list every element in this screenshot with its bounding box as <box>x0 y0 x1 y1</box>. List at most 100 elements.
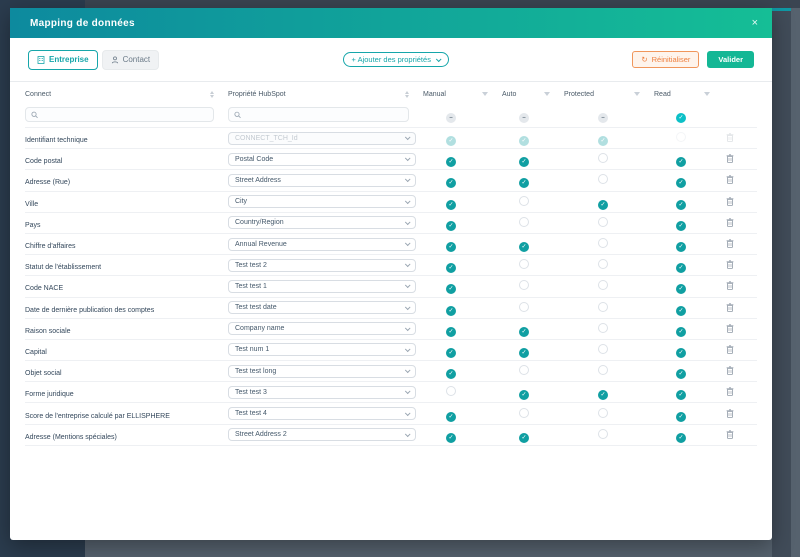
protected-checkbox[interactable] <box>598 301 608 312</box>
hubspot-property-select[interactable]: Test test long <box>228 364 416 378</box>
hubspot-property-select[interactable]: Test test 1 <box>228 279 416 293</box>
manual-checkbox[interactable] <box>446 263 456 274</box>
manual-checkbox[interactable] <box>446 220 456 231</box>
read-checkbox[interactable] <box>676 178 686 189</box>
filter-funnel-icon[interactable] <box>544 92 550 96</box>
reset-button[interactable]: ↻ Réinitialiser <box>632 51 700 68</box>
auto-checkbox[interactable] <box>519 136 529 147</box>
read-checkbox[interactable] <box>676 242 686 253</box>
auto-checkbox[interactable] <box>519 301 529 312</box>
filter-funnel-icon[interactable] <box>704 92 710 96</box>
protected-checkbox[interactable] <box>598 259 608 270</box>
auto-checkbox[interactable] <box>519 242 529 253</box>
connect-search-input[interactable] <box>42 111 208 118</box>
auto-checkbox[interactable] <box>519 432 529 443</box>
trash-icon[interactable] <box>726 260 734 270</box>
hubspot-property-select[interactable]: Annual Revenue <box>228 237 416 251</box>
tab-contact[interactable]: Contact <box>101 49 160 70</box>
hubspot-property-select[interactable]: Country/Region <box>228 216 416 230</box>
trash-icon[interactable] <box>726 239 734 248</box>
auto-checkbox[interactable] <box>519 178 529 189</box>
manual-checkbox[interactable] <box>446 347 456 358</box>
auto-checkbox[interactable] <box>519 326 529 337</box>
manual-checkbox[interactable] <box>446 284 456 295</box>
read-checkbox[interactable] <box>676 263 686 274</box>
close-icon[interactable]: × <box>751 16 758 29</box>
manual-checkbox[interactable] <box>446 157 456 168</box>
protected-checkbox[interactable] <box>598 199 608 210</box>
protected-checkbox[interactable] <box>598 407 608 418</box>
auto-select-all-checkbox[interactable] <box>519 112 529 123</box>
manual-checkbox[interactable] <box>446 411 456 422</box>
filter-funnel-icon[interactable] <box>634 92 640 96</box>
hubspot-property-select[interactable]: Company name <box>228 322 416 336</box>
read-checkbox[interactable] <box>676 284 686 295</box>
trash-icon[interactable] <box>726 366 734 375</box>
manual-checkbox[interactable] <box>446 432 456 443</box>
hubspot-property-select[interactable]: Street Address 2 <box>228 428 416 442</box>
manual-checkbox[interactable] <box>446 369 456 380</box>
protected-select-all-checkbox[interactable] <box>598 112 608 123</box>
read-checkbox[interactable] <box>676 347 686 358</box>
protected-checkbox[interactable] <box>598 136 608 147</box>
read-checkbox[interactable] <box>676 305 686 316</box>
trash-icon[interactable] <box>726 133 734 142</box>
manual-select-all-checkbox[interactable] <box>446 112 456 123</box>
read-checkbox[interactable] <box>676 220 686 231</box>
manual-checkbox[interactable] <box>446 326 456 337</box>
filter-funnel-icon[interactable] <box>482 92 488 96</box>
protected-checkbox[interactable] <box>598 365 608 376</box>
auto-checkbox[interactable] <box>519 280 529 291</box>
trash-icon[interactable] <box>726 430 734 439</box>
sort-icon[interactable] <box>210 90 214 98</box>
hubspot-property-select[interactable]: Street Address <box>228 173 416 187</box>
validate-button[interactable]: Valider <box>707 51 754 68</box>
auto-checkbox[interactable] <box>519 157 529 168</box>
protected-checkbox[interactable] <box>598 153 608 164</box>
read-checkbox[interactable] <box>676 390 686 401</box>
protected-checkbox[interactable] <box>598 390 608 401</box>
trash-icon[interactable] <box>726 408 734 418</box>
manual-checkbox[interactable] <box>446 386 456 397</box>
read-checkbox[interactable] <box>676 411 686 422</box>
auto-checkbox[interactable] <box>519 195 529 206</box>
sort-icon[interactable] <box>405 90 409 98</box>
read-checkbox[interactable] <box>676 326 686 337</box>
hubspot-property-select[interactable]: City <box>228 195 416 209</box>
add-properties-dropdown[interactable]: + Ajouter des propriétés <box>342 52 449 67</box>
trash-icon[interactable] <box>726 197 734 206</box>
read-select-all-checkbox[interactable] <box>676 112 686 123</box>
protected-checkbox[interactable] <box>598 238 608 249</box>
read-checkbox[interactable] <box>676 157 686 168</box>
trash-icon[interactable] <box>726 345 734 354</box>
manual-checkbox[interactable] <box>446 199 456 210</box>
read-checkbox[interactable] <box>676 369 686 380</box>
hubspot-property-select[interactable]: Test test 3 <box>228 385 416 399</box>
tab-entreprise[interactable]: Entreprise <box>28 49 98 70</box>
protected-checkbox[interactable] <box>598 343 608 354</box>
read-checkbox[interactable] <box>676 199 686 210</box>
hubspot-property-select[interactable]: Test num 1 <box>228 343 416 357</box>
manual-checkbox[interactable] <box>446 178 456 189</box>
read-checkbox[interactable] <box>676 432 686 443</box>
trash-icon[interactable] <box>726 154 734 164</box>
protected-checkbox[interactable] <box>598 174 608 185</box>
trash-icon[interactable] <box>726 387 734 397</box>
read-checkbox[interactable] <box>676 132 686 143</box>
auto-checkbox[interactable] <box>519 347 529 358</box>
manual-checkbox[interactable] <box>446 242 456 253</box>
manual-checkbox[interactable] <box>446 136 456 147</box>
protected-checkbox[interactable] <box>598 428 608 439</box>
auto-checkbox[interactable] <box>519 216 529 227</box>
auto-checkbox[interactable] <box>519 365 529 376</box>
hubspot-property-select[interactable]: Postal Code <box>228 152 416 166</box>
auto-checkbox[interactable] <box>519 390 529 401</box>
trash-icon[interactable] <box>726 324 734 333</box>
auto-checkbox[interactable] <box>519 259 529 270</box>
hubspot-property-select[interactable]: Test test 4 <box>228 407 416 421</box>
hubspot-property-select[interactable]: Test test date <box>228 301 416 315</box>
trash-icon[interactable] <box>726 218 734 227</box>
hubspot-search-input[interactable] <box>245 111 403 118</box>
protected-checkbox[interactable] <box>598 216 608 227</box>
protected-checkbox[interactable] <box>598 322 608 333</box>
